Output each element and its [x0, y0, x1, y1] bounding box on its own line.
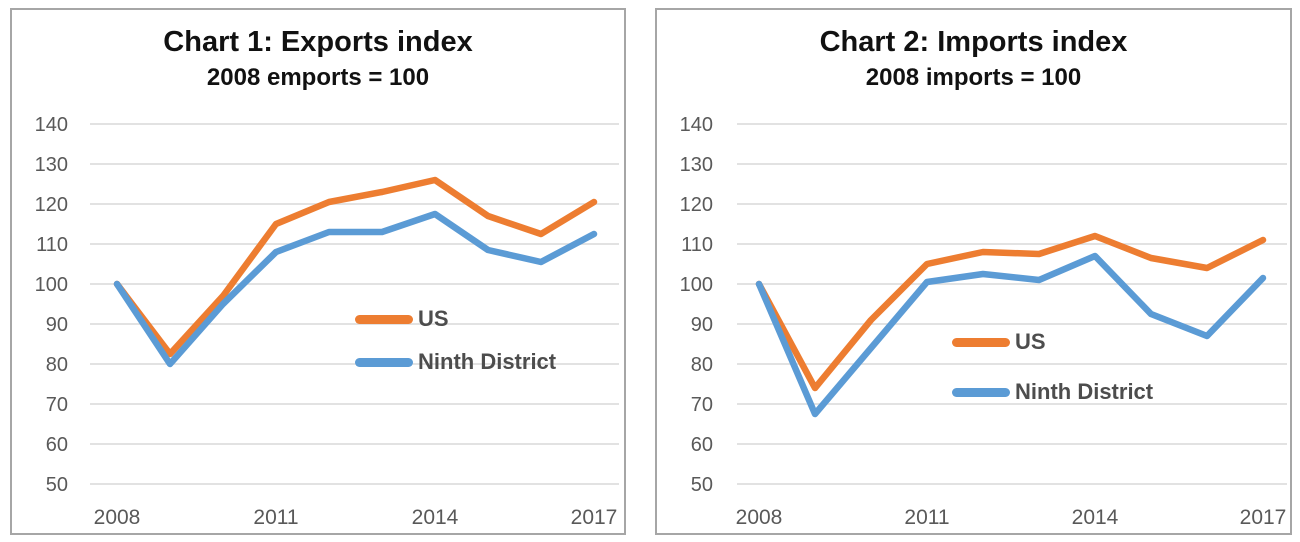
y-axis-tick-label: 70 [46, 394, 68, 416]
y-axis-tick-label: 80 [46, 354, 68, 376]
us-line [113, 176, 598, 358]
y-axis-tick-label: 90 [691, 314, 713, 336]
y-axis-tick-label: 50 [46, 474, 68, 496]
x-axis-tick-label: 2008 [736, 506, 783, 529]
legend-row-ninth-district: Ninth District [952, 379, 1153, 405]
chart-subtitle: 2008 imports = 100 [865, 64, 1082, 91]
y-axis-tick-label: 50 [691, 474, 713, 496]
ninth-district-series-swatch [355, 357, 413, 367]
x-axis-tick-label: 2008 [94, 506, 141, 529]
chart-subtitle: 2008 emports = 100 [206, 64, 430, 91]
chart-title: Chart 2: Imports index [819, 26, 1128, 58]
ninth-district-series-label: Ninth District [1015, 379, 1154, 404]
x-axis-tick-label: 2014 [412, 506, 459, 529]
y-axis-tick-label: 60 [46, 434, 68, 456]
y-axis-tick-label: 120 [680, 194, 713, 216]
imports-chart-panel: Chart 2: Imports index 2008 imports = 10… [655, 8, 1292, 535]
us-series-label: US [418, 306, 449, 331]
x-axis-tick-label: 2011 [904, 506, 949, 529]
y-axis-tick-label: 140 [35, 114, 68, 136]
x-axis-tick-label: 2017 [571, 506, 618, 529]
us-line [755, 232, 1267, 392]
chart-title: Chart 1: Exports index [163, 26, 473, 58]
y-axis-tick-label: 100 [35, 274, 68, 296]
us-series-swatch [952, 337, 1010, 347]
y-axis-tick-label: 60 [691, 434, 713, 456]
us-series-label: US [1015, 329, 1046, 354]
ninth-district-line [113, 210, 598, 368]
us-series-swatch [355, 314, 413, 324]
x-axis-tick-label: 2014 [1072, 506, 1119, 529]
imports-line-chart: 50 60 70 80 90 100 110 120 130 140 2008 2011 2014 201… [680, 114, 1287, 529]
y-axis-tick-label: 110 [36, 234, 68, 256]
exports-chart-panel: Chart 1: Exports index 2008 emports = 10… [10, 8, 626, 535]
ninth-district-series-swatch [952, 387, 1010, 397]
legend-row-ninth-district: Ninth District [355, 349, 556, 375]
ninth-district-line [755, 252, 1267, 418]
exports-line-chart: 50 60 70 80 90 100 110 120 130 140 2008 2011 2014 201… [35, 114, 619, 529]
y-axis-tick-label: 90 [46, 314, 68, 336]
x-axis-tick-label: 2011 [253, 506, 298, 529]
legend-row-us: US [952, 329, 1046, 355]
y-axis-tick-label: 130 [35, 154, 68, 176]
x-axis-tick-label: 2017 [1240, 506, 1287, 529]
y-axis-tick-label: 110 [681, 234, 713, 256]
y-axis-tick-label: 130 [680, 154, 713, 176]
ninth-district-series-label: Ninth District [418, 349, 557, 374]
y-axis-tick-label: 140 [680, 114, 713, 136]
y-axis-tick-label: 70 [691, 394, 713, 416]
y-axis-tick-label: 100 [680, 274, 713, 296]
legend-row-us: US [355, 306, 449, 332]
y-axis-tick-label: 80 [691, 354, 713, 376]
y-axis-tick-label: 120 [35, 194, 68, 216]
